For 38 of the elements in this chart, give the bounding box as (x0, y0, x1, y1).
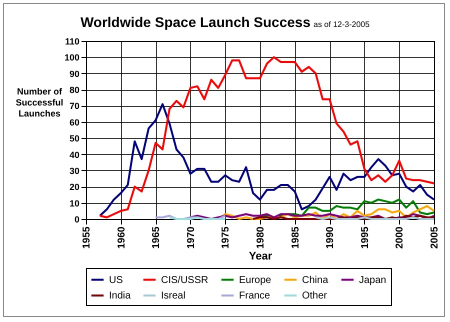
x-tick-label: 1985 (290, 226, 302, 249)
x-axis-title: Year (248, 250, 273, 263)
y-tick-label: 70 (69, 101, 80, 112)
x-tick-label: 1955 (82, 226, 92, 249)
chart-title: Worldwide Space Launch Success (80, 14, 310, 30)
x-tick-label: 1990 (325, 226, 336, 249)
x-tick-label: 2005 (430, 226, 440, 249)
legend-label: China (302, 274, 329, 286)
legend-label: US (109, 274, 124, 286)
y-tick-label: 0 (74, 214, 80, 224)
y-tick-label: 90 (69, 68, 80, 79)
x-tick-label: 1975 (220, 226, 232, 249)
x-tick-label: 1980 (256, 226, 266, 249)
legend-label: CIS/USSR (161, 274, 208, 286)
x-tick-label: 1970 (186, 226, 197, 249)
y-tick-label: 50 (69, 134, 80, 144)
y-tick-label: 30 (69, 166, 80, 176)
legend-label: Japan (359, 274, 386, 286)
y-tick-label: 110 (64, 36, 80, 46)
legend-label: Isreal (161, 290, 186, 302)
legend-label: Other (302, 290, 328, 302)
x-tick-label: 1995 (360, 226, 371, 249)
y-tick-label: 100 (64, 52, 80, 63)
y-tick-label: 20 (69, 182, 80, 192)
line-series (98, 103, 435, 217)
legend-label: India (109, 290, 132, 302)
line-series (98, 56, 435, 218)
x-tick-label: 1965 (151, 226, 162, 249)
y-axis-title: Number of Successful Launches (16, 86, 64, 118)
legend-label: Europe (239, 274, 272, 286)
y-tick-label: 80 (69, 85, 80, 96)
chart-subtitle: as of 12-3-2005 (314, 20, 370, 29)
y-tick-label: 10 (69, 198, 80, 208)
y-tick-label: 40 (69, 150, 80, 160)
x-tick-label: 1960 (116, 226, 128, 249)
x-tick-label: 2000 (394, 226, 406, 249)
y-tick-label: 60 (69, 117, 80, 128)
legend-label: France (239, 290, 271, 302)
